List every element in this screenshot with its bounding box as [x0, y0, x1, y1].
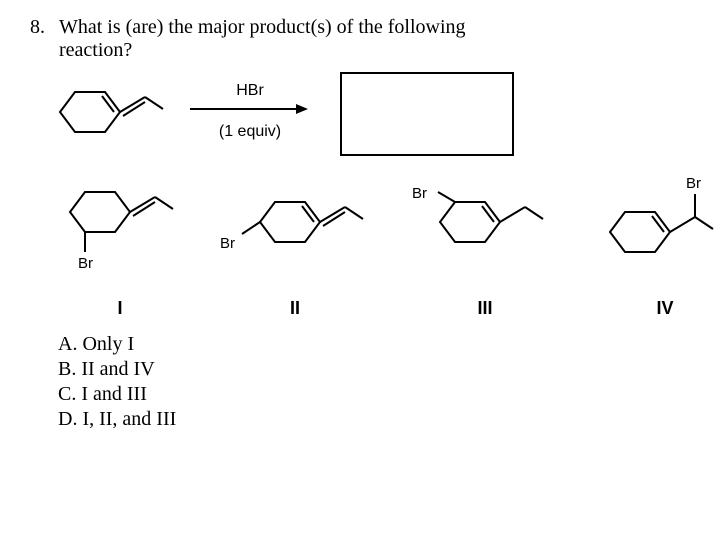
reaction-arrow-icon	[190, 102, 310, 116]
product-3-label: III	[410, 298, 560, 319]
product-2-br: Br	[220, 235, 235, 252]
product-4: Br IV	[600, 172, 720, 319]
product-4-label: IV	[600, 298, 720, 319]
option-d: D. I, II, and III	[58, 408, 690, 431]
reagent-hbr: HBr	[190, 82, 310, 100]
options-list: A. Only I B. II and IV C. I and III D. I…	[30, 333, 690, 431]
reactant-diene	[50, 77, 170, 147]
reagent-equiv: (1 equiv)	[190, 123, 310, 141]
question-number: 8.	[30, 16, 45, 62]
product-1-label: I	[60, 298, 180, 319]
reaction-arrow-block: HBr (1 equiv)	[190, 82, 310, 141]
option-a: A. Only I	[58, 333, 690, 356]
product-3-br: Br	[412, 185, 427, 202]
question-text: What is (are) the major product(s) of th…	[59, 16, 690, 62]
option-b: B. II and IV	[58, 358, 690, 381]
product-4-br: Br	[686, 175, 701, 192]
products-row: Br I Br II	[30, 172, 690, 319]
option-c: C. I and III	[58, 383, 690, 406]
product-2-label: II	[220, 298, 370, 319]
product-2: Br II	[220, 172, 370, 319]
answer-box	[340, 72, 514, 156]
reaction-scheme: HBr (1 equiv)	[30, 72, 690, 162]
product-3: Br III	[410, 172, 560, 319]
product-1: Br I	[60, 172, 180, 319]
product-1-br: Br	[78, 255, 93, 272]
question-line2: reaction?	[59, 39, 132, 61]
question-line1: What is (are) the major product(s) of th…	[59, 16, 466, 38]
